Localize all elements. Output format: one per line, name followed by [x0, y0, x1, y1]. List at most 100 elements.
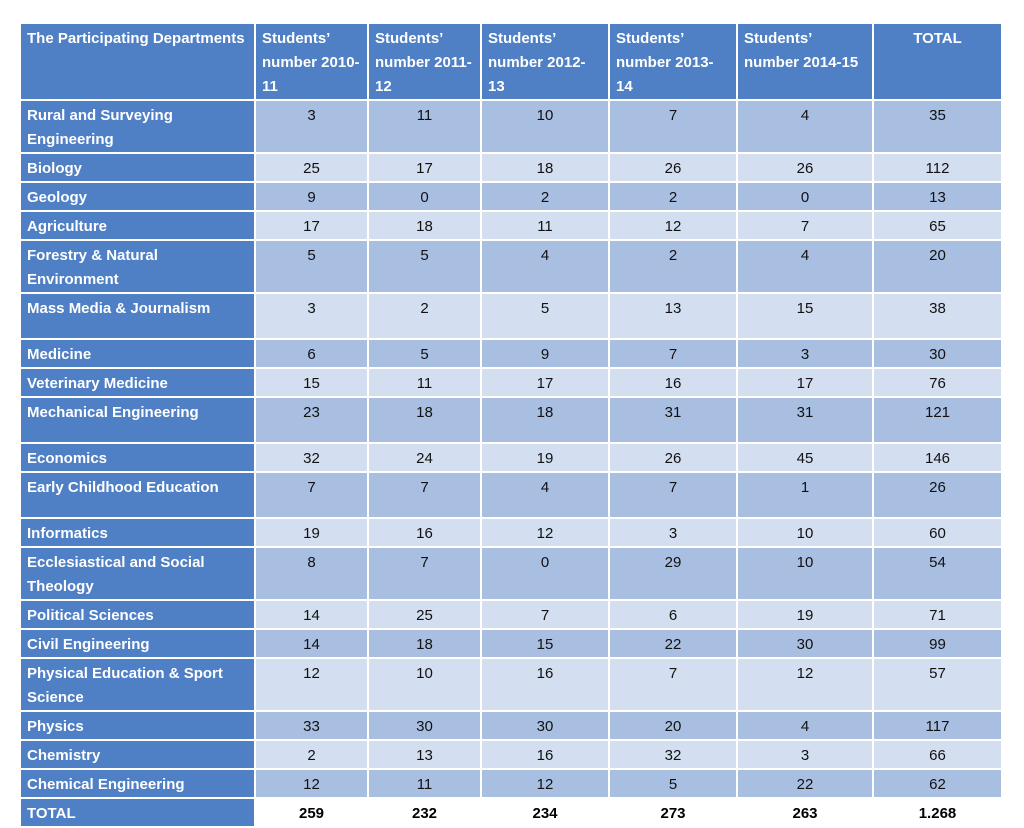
count-2010-11: 7: [254, 471, 369, 519]
count-2014-15: 31: [736, 396, 874, 444]
count-2012-13: 15: [480, 628, 610, 659]
count-2011-12: 24: [367, 442, 482, 473]
header-row: The Participating Departments Students’ …: [19, 22, 1003, 101]
total-label: TOTAL: [19, 797, 256, 828]
count-2013-14: 20: [608, 710, 738, 741]
header-2014-15: Students’ number 2014-15: [736, 22, 874, 101]
header-department: The Participating Departments: [19, 22, 256, 101]
count-2011-12: 18: [367, 396, 482, 444]
count-2012-13: 2: [480, 181, 610, 212]
count-2012-13: 12: [480, 517, 610, 548]
count-2011-12: 10: [367, 657, 482, 712]
count-2012-13: 30: [480, 710, 610, 741]
count-2013-14: 7: [608, 99, 738, 154]
count-2014-15: 4: [736, 239, 874, 294]
count-2014-15: 4: [736, 99, 874, 154]
row-total: 71: [872, 599, 1003, 630]
count-2010-11: 6: [254, 338, 369, 369]
count-2013-14: 32: [608, 739, 738, 770]
count-2013-14: 13: [608, 292, 738, 340]
count-2013-14: 2: [608, 181, 738, 212]
count-2010-11: 32: [254, 442, 369, 473]
count-2012-13: 16: [480, 739, 610, 770]
header-2010-11: Students’ number 2010-11: [254, 22, 369, 101]
row-total: 38: [872, 292, 1003, 340]
count-2010-11: 2: [254, 739, 369, 770]
department-name: Forestry & Natural Environment: [19, 239, 256, 294]
count-2012-13: 18: [480, 396, 610, 444]
header-total: TOTAL: [872, 22, 1003, 101]
row-total: 57: [872, 657, 1003, 712]
row-total: 112: [872, 152, 1003, 183]
total-row: TOTAL 259 232 234 273 263 1.268: [19, 797, 1003, 828]
count-2014-15: 19: [736, 599, 874, 630]
department-name: Civil Engineering: [19, 628, 256, 659]
count-2014-15: 17: [736, 367, 874, 398]
count-2011-12: 30: [367, 710, 482, 741]
count-2014-15: 7: [736, 210, 874, 241]
count-2012-13: 5: [480, 292, 610, 340]
table-row: Rural and Surveying Engineering 3 11 10 7 4 35: [19, 99, 1003, 154]
count-2013-14: 7: [608, 657, 738, 712]
count-2012-13: 0: [480, 546, 610, 601]
department-name: Physics: [19, 710, 256, 741]
count-2010-11: 25: [254, 152, 369, 183]
count-2011-12: 11: [367, 99, 482, 154]
count-2013-14: 16: [608, 367, 738, 398]
count-2011-12: 16: [367, 517, 482, 548]
table-row: Veterinary Medicine 15 11 17 16 17 76: [19, 367, 1003, 398]
count-2012-13: 4: [480, 471, 610, 519]
table-row: Political Sciences 14 25 7 6 19 71: [19, 599, 1003, 630]
row-total: 62: [872, 768, 1003, 799]
count-2014-15: 22: [736, 768, 874, 799]
count-2011-12: 25: [367, 599, 482, 630]
table-row: Chemistry 2 13 16 32 3 66: [19, 739, 1003, 770]
row-total: 20: [872, 239, 1003, 294]
count-2011-12: 11: [367, 768, 482, 799]
count-2013-14: 26: [608, 152, 738, 183]
count-2010-11: 14: [254, 599, 369, 630]
count-2012-13: 4: [480, 239, 610, 294]
count-2013-14: 3: [608, 517, 738, 548]
count-2014-15: 3: [736, 338, 874, 369]
row-total: 35: [872, 99, 1003, 154]
row-total: 99: [872, 628, 1003, 659]
count-2011-12: 5: [367, 239, 482, 294]
row-total: 60: [872, 517, 1003, 548]
table-row: Physics 33 30 30 20 4 117: [19, 710, 1003, 741]
count-2010-11: 9: [254, 181, 369, 212]
table-row: Informatics 19 16 12 3 10 60: [19, 517, 1003, 548]
count-2012-13: 17: [480, 367, 610, 398]
count-2011-12: 0: [367, 181, 482, 212]
department-name: Informatics: [19, 517, 256, 548]
table-row: Agriculture 17 18 11 12 7 65: [19, 210, 1003, 241]
row-total: 30: [872, 338, 1003, 369]
count-2010-11: 17: [254, 210, 369, 241]
count-2012-13: 19: [480, 442, 610, 473]
department-name: Early Childhood Education: [19, 471, 256, 519]
count-2011-12: 11: [367, 367, 482, 398]
department-name: Mechanical Engineering: [19, 396, 256, 444]
count-2010-11: 19: [254, 517, 369, 548]
count-2014-15: 0: [736, 181, 874, 212]
count-2012-13: 10: [480, 99, 610, 154]
count-2013-14: 5: [608, 768, 738, 799]
total-2013-14: 273: [608, 797, 738, 828]
count-2010-11: 12: [254, 657, 369, 712]
department-name: Biology: [19, 152, 256, 183]
row-total: 76: [872, 367, 1003, 398]
table-row: Economics 32 24 19 26 45 146: [19, 442, 1003, 473]
row-total: 54: [872, 546, 1003, 601]
table-row: Mechanical Engineering 23 18 18 31 31 121: [19, 396, 1003, 444]
total-2010-11: 259: [254, 797, 369, 828]
department-name: Agriculture: [19, 210, 256, 241]
count-2014-15: 10: [736, 517, 874, 548]
table-row: Ecclesiastical and Social Theology 8 7 0 29 1…: [19, 546, 1003, 601]
table-row: Biology 25 17 18 26 26 112: [19, 152, 1003, 183]
count-2014-15: 4: [736, 710, 874, 741]
count-2011-12: 17: [367, 152, 482, 183]
grand-total: 1.268: [872, 797, 1003, 828]
count-2012-13: 16: [480, 657, 610, 712]
count-2010-11: 15: [254, 367, 369, 398]
table-body: Rural and Surveying Engineering 3 11 10 7 4 35…: [19, 99, 1003, 828]
